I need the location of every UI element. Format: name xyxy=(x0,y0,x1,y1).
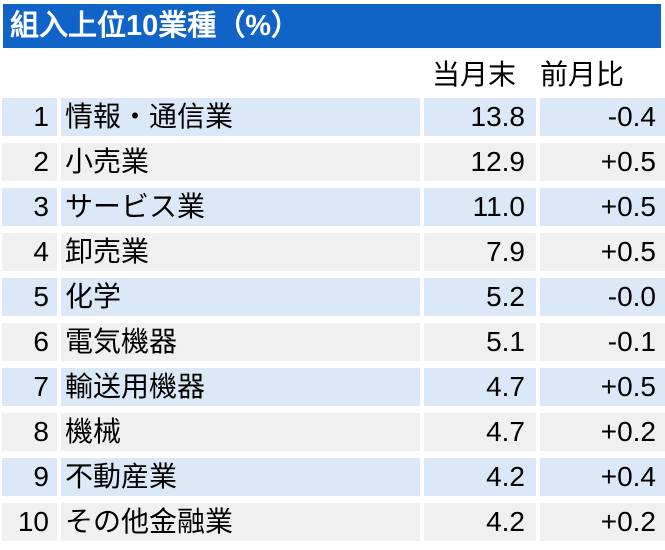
industry-name-cell: 化学 xyxy=(61,278,420,316)
table-row: 1 情報・通信業 13.8 -0.4 xyxy=(2,98,665,136)
current-month-end-cell: 4.2 xyxy=(424,458,536,496)
table-row: 2 小売業 12.9 +0.5 xyxy=(2,143,665,181)
table-row: 6 電気機器 5.1 -0.1 xyxy=(2,323,665,361)
table-row: 8 機械 4.7 +0.2 xyxy=(2,413,665,451)
current-month-end-cell: 13.8 xyxy=(424,98,536,136)
mom-change-cell: +0.5 xyxy=(540,188,665,226)
mom-change-cell: +0.2 xyxy=(540,503,665,541)
mom-change-cell: -0.1 xyxy=(540,323,665,361)
rank-cell: 10 xyxy=(2,503,57,541)
industry-name-cell: 小売業 xyxy=(61,143,420,181)
current-month-end-cell: 5.1 xyxy=(424,323,536,361)
table-row: 10 その他金融業 4.2 +0.2 xyxy=(2,503,665,541)
table-row: 9 不動産業 4.2 +0.4 xyxy=(2,458,665,496)
current-month-end-cell: 4.7 xyxy=(424,368,536,406)
table-body: 1 情報・通信業 13.8 -0.4 2 小売業 12.9 +0.5 3 サービ… xyxy=(2,98,665,541)
mom-change-cell: +0.5 xyxy=(540,368,665,406)
table-row: 3 サービス業 11.0 +0.5 xyxy=(2,188,665,226)
current-month-end-cell: 12.9 xyxy=(424,143,536,181)
industry-name-cell: その他金融業 xyxy=(61,503,420,541)
table-row: 4 卸売業 7.9 +0.5 xyxy=(2,233,665,271)
industry-name-cell: 情報・通信業 xyxy=(61,98,420,136)
rank-cell: 9 xyxy=(2,458,57,496)
mom-change-cell: +0.5 xyxy=(540,143,665,181)
current-month-end-cell: 7.9 xyxy=(424,233,536,271)
rank-cell: 7 xyxy=(2,368,57,406)
mom-change-cell: -0.0 xyxy=(540,278,665,316)
table-row: 5 化学 5.2 -0.0 xyxy=(2,278,665,316)
table-header: 当月末 前月比 xyxy=(2,52,665,94)
section-title-bar: 組入上位10業種（%） xyxy=(3,4,661,48)
mom-change-cell: +0.4 xyxy=(540,458,665,496)
current-month-end-cell: 4.7 xyxy=(424,413,536,451)
rank-cell: 1 xyxy=(2,98,57,136)
rank-cell: 2 xyxy=(2,143,57,181)
mom-change-cell: +0.2 xyxy=(540,413,665,451)
rank-cell: 6 xyxy=(2,323,57,361)
mom-change-cell: -0.4 xyxy=(540,98,665,136)
industry-name-cell: サービス業 xyxy=(61,188,420,226)
industry-name-cell: 卸売業 xyxy=(61,233,420,271)
rank-cell: 3 xyxy=(2,188,57,226)
industry-name-cell: 不動産業 xyxy=(61,458,420,496)
table-row: 7 輸送用機器 4.7 +0.5 xyxy=(2,368,665,406)
current-month-end-cell: 11.0 xyxy=(424,188,536,226)
rank-cell: 4 xyxy=(2,233,57,271)
industry-name-cell: 機械 xyxy=(61,413,420,451)
column-header-mom-change: 前月比 xyxy=(540,59,625,90)
rank-cell: 8 xyxy=(2,413,57,451)
current-month-end-cell: 5.2 xyxy=(424,278,536,316)
industry-name-cell: 輸送用機器 xyxy=(61,368,420,406)
rank-cell: 5 xyxy=(2,278,57,316)
column-header-current-month-end: 当月末 xyxy=(431,59,516,90)
current-month-end-cell: 4.2 xyxy=(424,503,536,541)
section-title: 組入上位10業種（%） xyxy=(10,10,301,42)
industry-name-cell: 電気機器 xyxy=(61,323,420,361)
mom-change-cell: +0.5 xyxy=(540,233,665,271)
